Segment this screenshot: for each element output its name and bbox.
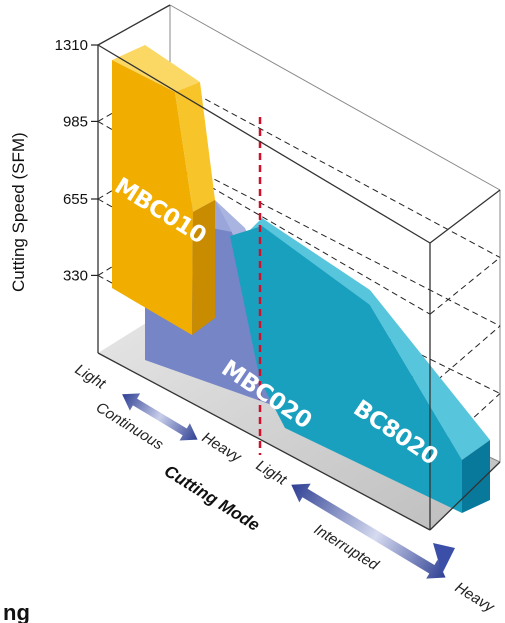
mode-label-light-2: Light	[253, 457, 290, 489]
series-mbc010	[112, 45, 215, 335]
mode-label-light-1: Light	[72, 361, 109, 393]
continuous-arrow	[122, 393, 198, 441]
heavy-marker-icon	[433, 543, 455, 574]
interrupted-arrow	[291, 483, 446, 579]
mode-label-heavy-1: Heavy	[199, 429, 245, 467]
x-axis-title: Cutting Mode	[161, 461, 263, 535]
gridline	[429, 325, 501, 387]
y-tick-label: 985	[63, 113, 88, 130]
y-tick-label: 330	[63, 267, 88, 284]
gridline	[169, 79, 501, 258]
gridline	[429, 257, 501, 315]
y-tick-labels: 1310 985 655 330	[55, 37, 98, 284]
box-front-frame	[97, 4, 501, 531]
gridline	[169, 156, 501, 327]
mode-label-heavy-2: Heavy	[452, 579, 498, 617]
y-axis-label: Cutting Speed (SFM)	[9, 132, 28, 292]
footer-fragment: ng	[3, 600, 30, 623]
y-tick-label: 1310	[55, 37, 88, 54]
y-tick-label: 655	[63, 191, 88, 208]
series-bc8020	[230, 218, 490, 513]
